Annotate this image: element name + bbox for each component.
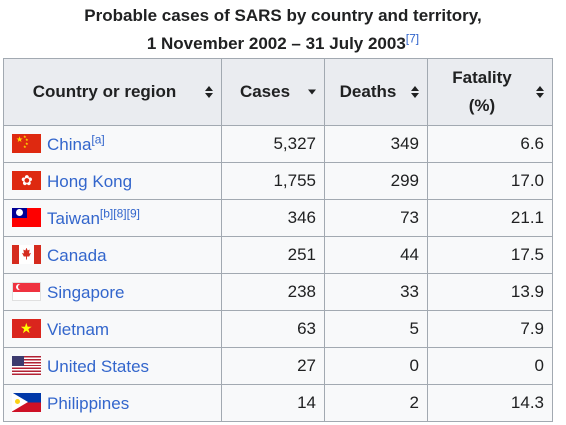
footnote-link[interactable]: [b][8][9] — [99, 205, 140, 220]
united-states-flag-icon — [12, 355, 41, 375]
caption-line-1: Probable cases of SARS by country and te… — [84, 6, 482, 25]
fatality-cell: 6.6 — [427, 125, 553, 163]
table-row: Canada 251 44 17.5 — [3, 236, 553, 274]
country-link[interactable]: Taiwan — [47, 208, 100, 228]
hong-kong-flag-icon: ✿ — [12, 170, 41, 190]
deaths-cell: 73 — [324, 199, 428, 237]
deaths-cell: 44 — [324, 236, 428, 274]
cases-cell: 238 — [221, 273, 325, 311]
sort-icon — [536, 86, 544, 98]
cases-cell: 27 — [221, 347, 325, 385]
china-flag-icon: ★ ★ ★ ★ ★ — [12, 133, 41, 153]
country-link[interactable]: Singapore — [47, 282, 125, 302]
sort-icon — [411, 86, 419, 98]
country-link[interactable]: Vietnam — [47, 319, 110, 339]
header-fatality[interactable]: Fatality (%) — [427, 58, 553, 126]
sars-cases-table: Country or region Cases Deaths Fatality(… — [3, 58, 553, 422]
country-cell: Philippines — [3, 384, 222, 422]
deaths-cell: 349 — [324, 125, 428, 163]
table-row: United States 27 0 0 — [3, 347, 553, 385]
deaths-cell: 2 — [324, 384, 428, 422]
caption-line-2: 1 November 2002 – 31 July 2003[7] — [0, 30, 566, 58]
country-cell: Canada — [3, 236, 222, 274]
philippines-flag-icon — [12, 392, 41, 412]
cases-cell: 5,327 — [221, 125, 325, 163]
table-row: ★ Vietnam 63 5 7.9 — [3, 310, 553, 348]
country-link[interactable]: Philippines — [47, 393, 130, 413]
fatality-cell: 14.3 — [427, 384, 553, 422]
fatality-cell: 7.9 — [427, 310, 553, 348]
country-cell: Singapore — [3, 273, 222, 311]
country-cell: ★ ★ ★ ★ ★ China[a] — [3, 125, 222, 163]
table-row: Singapore 238 33 13.9 — [3, 273, 553, 311]
country-link[interactable]: Hong Kong — [47, 171, 133, 191]
table-caption: Probable cases of SARS by country and te… — [0, 0, 566, 58]
fatality-cell: 17.0 — [427, 162, 553, 200]
table-row: ✿ Hong Kong 1,755 299 17.0 — [3, 162, 553, 200]
taiwan-flag-icon — [12, 207, 41, 227]
fatality-cell: 17.5 — [427, 236, 553, 274]
country-link[interactable]: China — [47, 134, 92, 154]
cases-cell: 346 — [221, 199, 325, 237]
country-link[interactable]: Canada — [47, 245, 107, 265]
caption-reference-link[interactable]: [7] — [405, 31, 420, 46]
country-cell: United States — [3, 347, 222, 385]
table-row: Taiwan[b][8][9] 346 73 21.1 — [3, 199, 553, 237]
table-row: ★ ★ ★ ★ ★ China[a] 5,327 349 6.6 — [3, 125, 553, 163]
country-link[interactable]: United States — [47, 356, 150, 376]
fatality-cell: 21.1 — [427, 199, 553, 237]
header-cases[interactable]: Cases — [221, 58, 325, 126]
canada-flag-icon — [12, 244, 41, 264]
footnote-link[interactable]: [a] — [91, 131, 105, 146]
caption-date-range: 1 November 2002 – 31 July 2003 — [146, 34, 406, 53]
cases-cell: 63 — [221, 310, 325, 348]
deaths-cell: 33 — [324, 273, 428, 311]
header-country[interactable]: Country or region — [3, 58, 222, 126]
cases-cell: 251 — [221, 236, 325, 274]
singapore-flag-icon — [12, 281, 41, 301]
sort-icon — [205, 86, 213, 98]
cases-cell: 14 — [221, 384, 325, 422]
country-cell: Taiwan[b][8][9] — [3, 199, 222, 237]
cases-cell: 1,755 — [221, 162, 325, 200]
sort-descending-icon — [308, 89, 316, 95]
vietnam-flag-icon: ★ — [12, 318, 41, 338]
country-cell: ✿ Hong Kong — [3, 162, 222, 200]
deaths-cell: 5 — [324, 310, 428, 348]
fatality-cell: 13.9 — [427, 273, 553, 311]
table-header-row: Country or region Cases Deaths Fatality(… — [3, 58, 553, 126]
deaths-cell: 299 — [324, 162, 428, 200]
deaths-cell: 0 — [324, 347, 428, 385]
table-row: Philippines 14 2 14.3 — [3, 384, 553, 422]
country-cell: ★ Vietnam — [3, 310, 222, 348]
fatality-cell: 0 — [427, 347, 553, 385]
header-deaths[interactable]: Deaths — [324, 58, 428, 126]
